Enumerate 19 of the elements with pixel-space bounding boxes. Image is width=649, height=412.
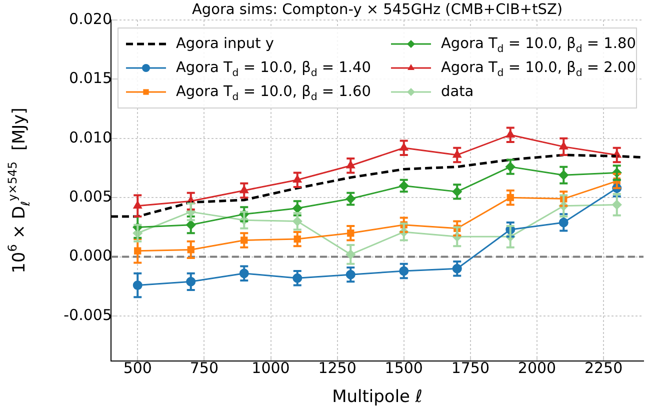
x-tick-label: 750 <box>190 358 219 377</box>
chart-title: Agora sims: Compton-y × 545GHz (CMB+CIB+tSZ) <box>192 2 563 18</box>
y-tick-label: 0.000 <box>69 246 112 265</box>
x-tick-label: 2000 <box>518 358 556 377</box>
y-tick-label: -0.005 <box>64 306 112 324</box>
x-tick-label: 500 <box>123 358 152 377</box>
x-tick-label: 1000 <box>252 358 290 377</box>
y-tick-label: 0.005 <box>69 187 112 206</box>
x-tick-label: 2250 <box>584 358 623 377</box>
x-tick-label: 1500 <box>384 358 423 377</box>
y-axis-title: 106 × Dℓy×545 [MJy] <box>6 108 33 274</box>
legend-label: data <box>441 84 474 100</box>
x-tick-label: 1250 <box>318 358 356 377</box>
y-tick-label: 0.015 <box>69 69 112 88</box>
y-tick-label: 0.020 <box>69 10 112 28</box>
x-axis-title: Multipole ℓ <box>332 387 422 408</box>
x-tick-label: 1750 <box>451 358 490 377</box>
legend-label: Agora input y <box>176 36 274 52</box>
y-tick-label: 0.010 <box>69 128 112 146</box>
